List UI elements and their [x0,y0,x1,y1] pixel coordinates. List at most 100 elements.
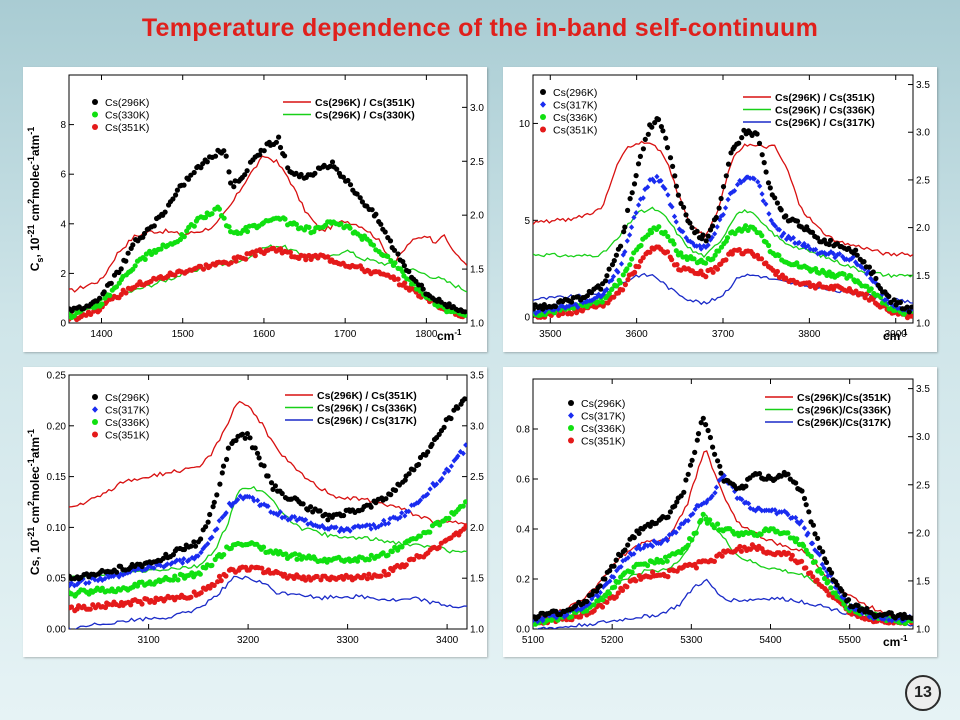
data-point [463,523,467,529]
y-tick-label: 0.8 [516,425,530,436]
data-point [765,180,772,186]
data-point [221,215,227,221]
data-point [600,597,606,603]
y2-tick-label: 3.0 [916,432,930,443]
y-tick-label: 0 [60,319,66,330]
data-point [185,176,192,182]
y-tick-label: 0.05 [47,574,67,585]
y2-tick-label: 3.5 [916,80,930,91]
data-point [667,155,674,161]
y-tick-label: 0.00 [47,625,67,636]
plot-area [533,415,913,629]
data-point [388,492,394,498]
data-point [451,457,457,464]
data-point [573,301,579,308]
legend-marker [92,431,98,438]
data-point [210,504,216,510]
data-point [282,514,288,520]
legend-label: Cs(317K) [105,405,149,417]
data-point [403,562,409,568]
data-point [703,422,709,428]
y2-tick-label: 3.0 [470,103,484,114]
data-point [624,266,630,272]
data-point [254,450,261,456]
data-point [370,521,377,528]
data-point [617,280,623,286]
data-point [231,184,237,190]
data-point [347,225,353,231]
data-point [616,564,622,571]
x-tick-label: 5200 [601,635,624,646]
data-point [848,273,854,279]
data-point [382,521,388,527]
data-point [139,601,145,607]
legend-marker [540,101,546,108]
data-point [200,266,207,272]
data-point [870,278,876,285]
data-point [214,526,220,532]
data-point [656,224,662,230]
chart-panel-1400-1850: 1400 1500 1600 1700 1800 0 2 4 6 8 1.0 1.5 2.0 2.5 3.0… [23,67,487,352]
data-point [620,272,626,278]
data-point [700,511,706,517]
data-point [252,445,258,451]
data-point [783,275,789,281]
data-point [177,557,183,563]
data-point [209,562,215,568]
data-point [861,259,867,265]
data-point [329,159,336,165]
chart-3500-3900: 3500 3600 3700 3800 3900 0 5 10 1.0 1.5 2.0 2.5 3.0 3… [519,74,930,343]
data-point [683,518,689,524]
data-point [444,466,450,473]
data-point [191,223,197,229]
data-point [425,449,431,455]
data-point [211,499,217,505]
data-point [114,569,120,575]
data-point [655,116,662,123]
data-point [606,590,612,596]
legend-label: Cs(351K) [553,125,597,137]
data-point [625,542,631,548]
data-point [540,306,546,312]
data-point [439,475,445,482]
data-point [383,496,389,502]
data-point [891,297,897,303]
data-point [766,211,772,217]
data-point [392,260,398,266]
data-point [177,236,183,243]
data-point [203,524,209,530]
data-point [873,275,879,282]
data-point [635,161,642,167]
data-point [591,608,597,614]
y2-tick-label: 1.5 [470,574,484,585]
legend-label: Cs(296K) / Cs(336K) [775,105,875,117]
data-point [287,249,293,255]
data-point [640,146,646,152]
data-point [779,233,785,240]
data-point [169,560,175,566]
data-point [665,514,671,520]
data-point [261,501,267,508]
data-point [198,536,204,542]
data-point [216,206,222,212]
data-point [256,455,262,461]
data-point [636,542,642,549]
data-point [448,463,455,469]
data-point [179,560,186,566]
data-point [205,540,211,547]
data-point [793,480,799,486]
data-point [400,259,406,265]
data-point [282,571,288,577]
y-axis-label: Cs, 10-21 cm2molec-1atm-1 [26,429,42,575]
legend-marker [540,126,546,133]
data-point [618,243,624,249]
y-tick-label: 8 [60,120,66,131]
legend-marker [568,425,574,431]
data-point [624,584,630,590]
data-point [282,216,288,222]
legend-marker [568,437,574,444]
data-point [242,172,248,178]
data-point [285,165,291,171]
data-point [759,191,765,197]
data-point [401,263,407,269]
